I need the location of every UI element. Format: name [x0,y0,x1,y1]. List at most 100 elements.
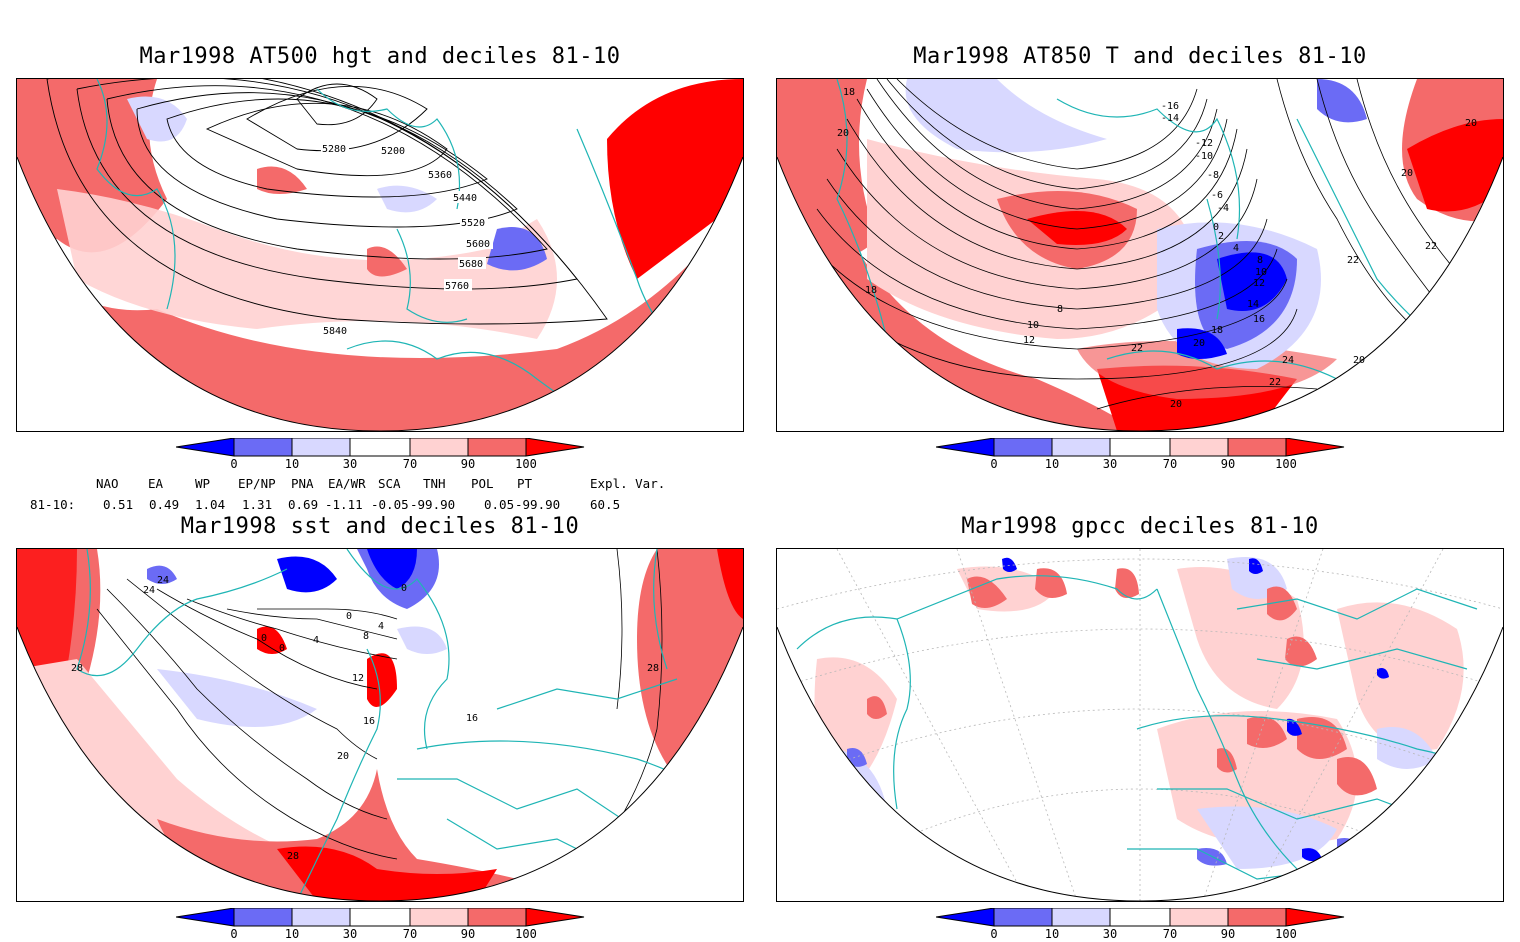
contour-label: 16 [466,713,478,724]
contour-label: 4 [1233,243,1239,254]
colorbar-tick: 90 [1221,457,1235,471]
colorbar-tick: 70 [403,457,417,471]
index-header-pna: PNA [291,476,314,491]
colorbar-tick: 0 [230,927,237,941]
index-header-expl-var: Expl. Var. [590,476,666,491]
contour-label: 10 [1027,320,1039,331]
colorbar-tick: 90 [461,457,475,471]
contour-label: 5520 [461,218,485,229]
contour-label: 22 [1131,343,1143,354]
contour-label: 12 [1023,335,1035,346]
contour-label: 0 [261,633,267,644]
index-value-pna: 0.69 [288,497,319,512]
panel-title-hgt: Mar1998 AT500 hgt and deciles 81-10 [139,44,621,69]
contour-label: 5680 [459,259,483,270]
contour-label: 22 [1425,241,1437,252]
contour-label: 16 [363,716,375,727]
contour-label: 20 [837,128,849,139]
contour-label: 22 [1269,377,1281,388]
panel-title-t850: Mar1998 AT850 T and deciles 81-10 [913,44,1367,69]
contour-label: 5760 [445,281,469,292]
index-value-ea: 0.49 [149,497,180,512]
contour-label: 16 [1253,314,1265,325]
contour-label: 5840 [323,326,347,337]
index-header-nao: NAO [96,476,119,491]
index-value-eawr: -1.11 [325,497,363,512]
index-row-label: 81-10: [30,497,76,512]
contour-label: -10 [1195,151,1213,162]
contour-label: 5200 [381,146,405,157]
index-value-sca: -0.05 [371,497,409,512]
colorbar-tick: 10 [1045,927,1059,941]
contour-label: 24 [1282,355,1294,366]
colorbar-tick: 0 [990,927,997,941]
colorbar-tick: 10 [1045,457,1059,471]
contour-label: 0 [346,611,352,622]
index-header-epnp: EP/NP [238,476,276,491]
contour-label: 28 [647,663,659,674]
contour-label: 20 [1170,399,1182,410]
contour-label: 14 [1247,299,1259,310]
contour-label: -12 [1195,138,1213,149]
index-header-eawr: EA/WR [328,476,366,491]
contour-label: -14 [1161,113,1179,124]
contour-label: 20 [1193,338,1205,349]
contour-label: 8 [1257,255,1263,266]
colorbar-tick: 10 [285,927,299,941]
colorbar-tick: 70 [1163,927,1177,941]
contour-label: -8 [1207,170,1219,181]
colorbar-tick: 70 [403,927,417,941]
colorbar: 0 10 30 70 90 100 [176,438,585,471]
contour-label: 12 [352,673,364,684]
contour-label: 24 [157,575,169,586]
contour-label: -16 [1161,101,1179,112]
contour-label: -6 [1211,190,1223,201]
colorbar: 0 10 30 70 90 100 [936,438,1345,471]
contour-label: 28 [71,663,83,674]
contour-label: 4 [378,621,384,632]
index-header-sca: SCA [378,476,401,491]
index-header-ea: EA [148,476,164,491]
colorbar-tick: 100 [515,457,537,471]
colorbar-tick: 30 [343,927,357,941]
index-header-pt: PT [517,476,533,491]
contour-label: 20 [337,751,349,762]
index-value-pt: -99.90 [515,497,561,512]
index-header-pol: POL [471,476,494,491]
index-value-wp: 1.04 [195,497,226,512]
map-panel-hgt: 5280 5200 5360 5440 5520 5600 5680 5760 … [16,78,744,432]
contour-label: 22 [1347,255,1359,266]
contour-label: 4 [313,635,319,646]
map-panel-t850: 18 20 -16 -14 -12 -10 -8 -6 -4 0 2 4 8 1… [776,78,1504,432]
index-value-tnh: -99.90 [410,497,456,512]
colorbar-tick: 30 [1103,457,1117,471]
anomaly-red-belt [17,199,743,431]
colorbar: 0 10 30 70 90 100 [176,908,585,941]
colorbar-tick: 100 [1275,927,1297,941]
contour-label: 18 [843,87,855,98]
index-value-nao: 0.51 [103,497,134,512]
index-header-wp: WP [195,476,211,491]
colorbar-tick: 100 [515,927,537,941]
contour-label: 28 [287,851,299,862]
contour-label: 20 [1401,168,1413,179]
colorbar-tick: 10 [285,457,299,471]
contour-label: 20 [1465,118,1477,129]
map-panel-gpcc [776,548,1504,902]
colorbar-tick: 0 [990,457,997,471]
panel-title-sst: Mar1998 sst and deciles 81-10 [180,514,580,539]
index-header-tnh: TNH [423,476,446,491]
contour-label: 8 [363,631,369,642]
anomaly-dark-red [607,79,743,279]
contour-label: 5360 [428,170,452,181]
contour-label: 2 [1218,231,1224,242]
index-value-pol: 0.05 [484,497,515,512]
contour-label: 12 [1253,278,1265,289]
contour-label: 0 [401,583,407,594]
index-value-expl-var: 60.5 [590,497,621,512]
colorbar-tick: 100 [1275,457,1297,471]
contour-label: -4 [1217,203,1229,214]
map-panel-sst: 24 24 28 0 0 4 8 4 0 0 12 16 16 20 28 28 [16,548,744,902]
contour-label: 8 [1057,304,1063,315]
panel-title-gpcc: Mar1998 gpcc deciles 81-10 [961,514,1319,539]
